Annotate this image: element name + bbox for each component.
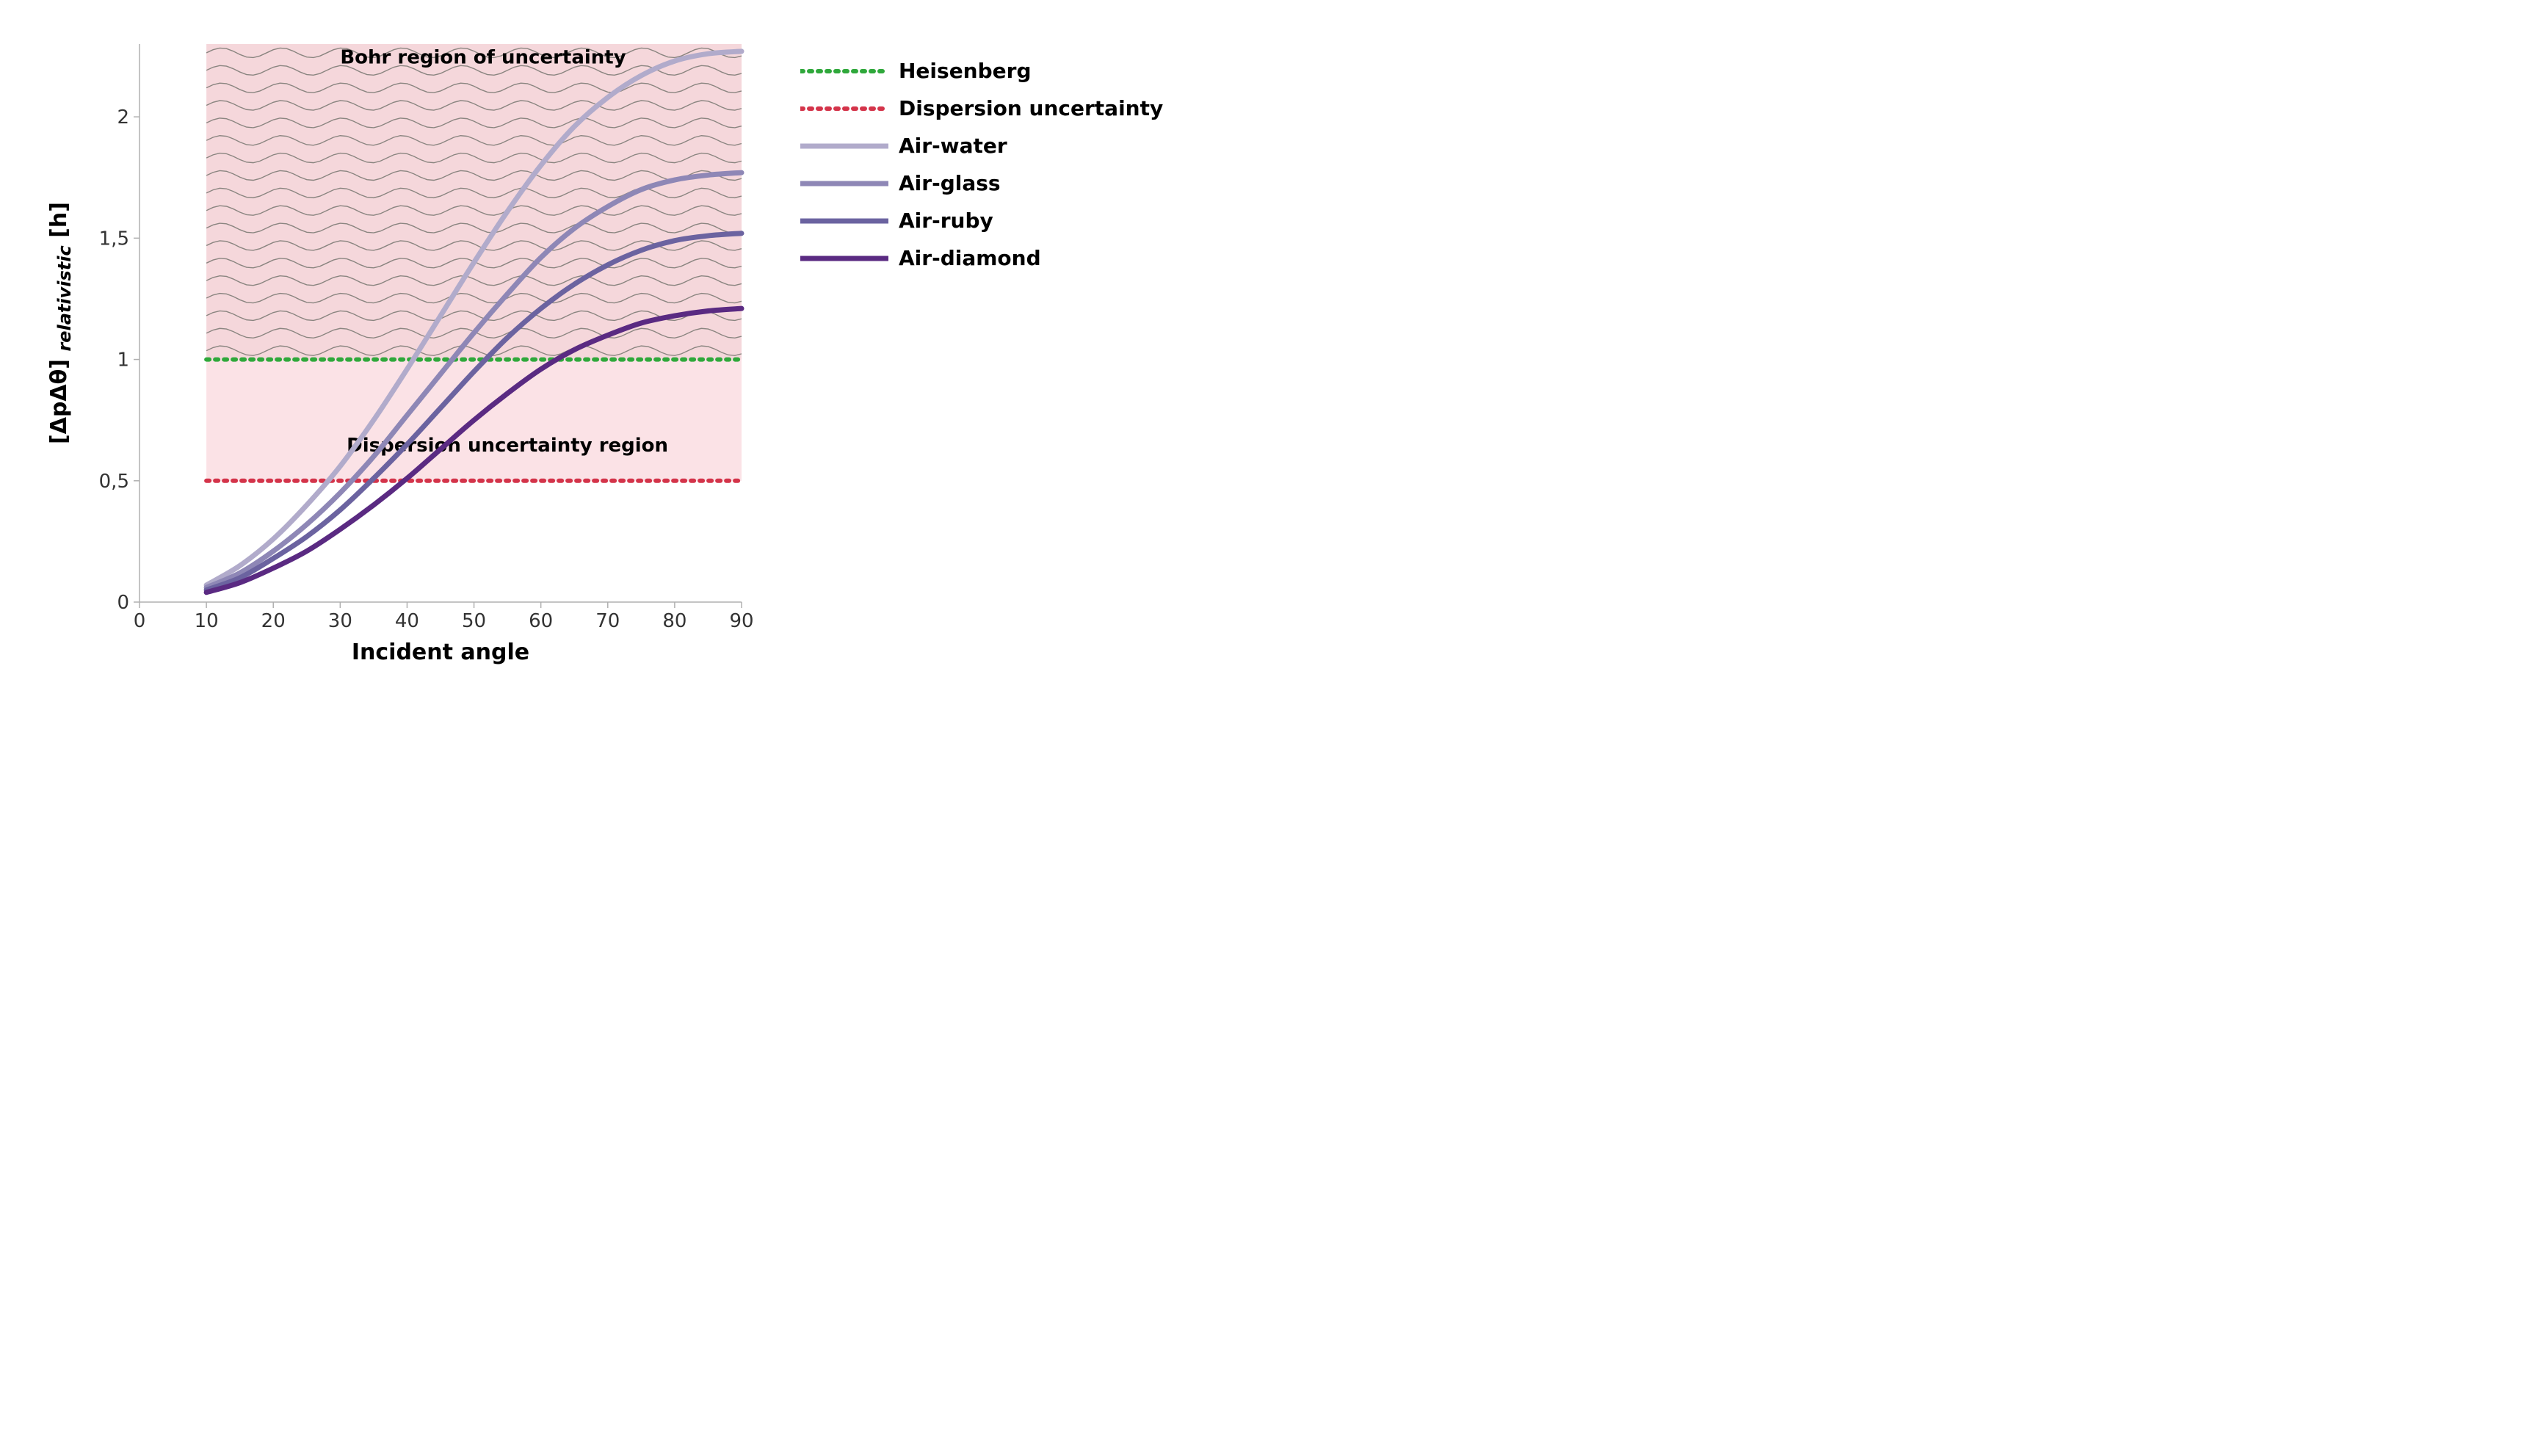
y-axis-label: [ΔpΔθ] relativistic [h] bbox=[46, 202, 75, 444]
y-tick-label: 0,5 bbox=[99, 471, 129, 493]
legend-label: Air-water bbox=[899, 134, 1007, 158]
bohr-region bbox=[206, 44, 742, 360]
chart-svg: Bohr region of uncertaintyDispersion unc… bbox=[29, 29, 756, 683]
x-tick-label: 40 bbox=[395, 610, 419, 632]
x-tick-label: 10 bbox=[195, 610, 219, 632]
legend-label: Air-glass bbox=[899, 171, 1001, 195]
chart-container: Bohr region of uncertaintyDispersion unc… bbox=[29, 29, 756, 683]
legend-swatch bbox=[800, 136, 888, 156]
x-tick-label: 90 bbox=[729, 610, 753, 632]
x-tick-label: 80 bbox=[662, 610, 686, 632]
x-tick-label: 70 bbox=[595, 610, 620, 632]
legend-label: Heisenberg bbox=[899, 59, 1032, 83]
y-tick-label: 1 bbox=[117, 349, 129, 372]
legend-item: Air-water bbox=[800, 134, 1163, 158]
legend-label: Air-ruby bbox=[899, 209, 993, 233]
x-tick-label: 60 bbox=[529, 610, 553, 632]
legend-item: Air-ruby bbox=[800, 209, 1163, 233]
legend-item: Air-glass bbox=[800, 171, 1163, 195]
y-tick-label: 2 bbox=[117, 106, 129, 128]
legend-item: Heisenberg bbox=[800, 59, 1163, 83]
bohr-region-label: Bohr region of uncertainty bbox=[340, 46, 626, 68]
legend-label: Dispersion uncertainty bbox=[899, 96, 1163, 120]
legend: Heisenberg Dispersion uncertainty Air-wate… bbox=[800, 59, 1163, 283]
x-tick-label: 20 bbox=[261, 610, 286, 632]
legend-swatch bbox=[800, 248, 888, 269]
legend-swatch bbox=[800, 173, 888, 194]
x-tick-label: 30 bbox=[328, 610, 352, 632]
x-axis-label: Incident angle bbox=[352, 640, 529, 665]
x-tick-label: 50 bbox=[462, 610, 486, 632]
legend-label: Air-diamond bbox=[899, 246, 1041, 270]
figure-wrap: Bohr region of uncertainty Dispersion unc… bbox=[0, 0, 2547, 712]
y-tick-label: 0 bbox=[117, 592, 129, 614]
legend-swatch bbox=[800, 98, 888, 119]
legend-item: Dispersion uncertainty bbox=[800, 96, 1163, 120]
legend-swatch bbox=[800, 61, 888, 82]
x-tick-label: 0 bbox=[134, 610, 146, 632]
legend-item: Air-diamond bbox=[800, 246, 1163, 270]
legend-swatch bbox=[800, 211, 888, 231]
y-tick-label: 1,5 bbox=[99, 228, 129, 250]
